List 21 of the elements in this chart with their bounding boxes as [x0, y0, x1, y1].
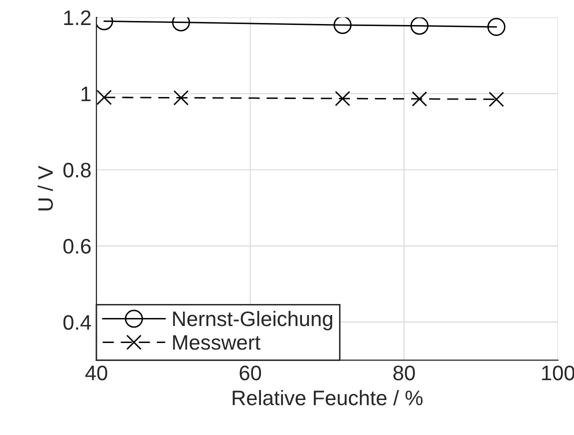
- y-tick-label: 0.6: [63, 238, 91, 254]
- x-tick-label: 60: [240, 366, 262, 380]
- legend-label: Messwert: [173, 335, 260, 350]
- y-tick-label: 0.8: [63, 162, 91, 178]
- y-tick-label: 1: [82, 86, 91, 102]
- point: [412, 91, 428, 107]
- point: [488, 92, 504, 107]
- y-tick-label: 1.2: [64, 10, 91, 25]
- x-tick-label: 40: [85, 366, 108, 380]
- point: [410, 17, 429, 35]
- y-axis-title: U / V: [38, 166, 53, 210]
- point: [487, 18, 506, 36]
- point: [96, 90, 112, 106]
- x-tick-label: 80: [393, 366, 415, 380]
- point: [334, 90, 350, 106]
- point: [173, 90, 189, 106]
- legend-label: Nernst-Gleichung: [173, 310, 332, 330]
- point: [334, 17, 352, 34]
- x-tick-label: 100: [542, 366, 574, 380]
- x-axis-title: Relative Feuchte / %: [232, 390, 423, 406]
- y-tick-label: 0.4: [63, 315, 91, 330]
